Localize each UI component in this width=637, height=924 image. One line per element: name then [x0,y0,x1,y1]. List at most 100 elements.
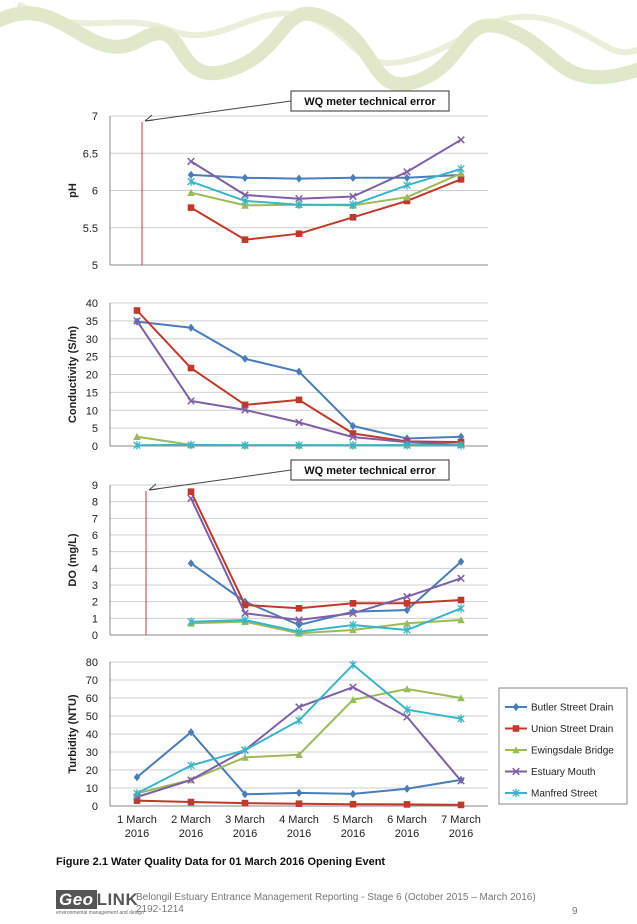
data-point [295,418,303,427]
data-point [512,746,520,754]
data-point [187,397,195,405]
data-point [187,728,195,737]
data-point [349,421,357,431]
data-point [241,615,249,625]
data-point [187,177,195,186]
data-point [512,767,520,776]
data-point [241,191,249,199]
series-line [190,178,462,241]
data-point [457,616,465,624]
data-point [295,367,303,376]
x-tick-label: 2016 [341,828,365,840]
data-point [241,753,249,761]
data-point [241,354,249,363]
x-tick-label: 7 March [441,814,481,826]
y-tick-label: 40 [86,729,98,741]
series-line [190,607,462,633]
y-tick-label: 7 [92,513,98,525]
series [133,440,465,450]
data-point [457,714,465,723]
y-tick-label: 30 [86,334,98,346]
chart-panel: 0 5 10 15 20 25 30 35 40 Conductivity (S/m) [67,298,488,453]
data-point [349,214,357,221]
y-axis-label: Conductivity (S/m) [67,326,79,424]
x-tick-label: 2016 [233,828,257,840]
annotation-text: WQ meter technical error [304,465,436,477]
y-tick-label: 5.5 [83,223,98,235]
legend-label: Union Street Drain [531,724,613,735]
y-tick-label: 10 [86,405,98,417]
y-tick-label: 2 [92,597,98,609]
y-tick-label: 3 [92,580,98,592]
data-point [295,616,303,624]
y-tick-label: 0 [92,441,98,453]
y-tick-label: 6 [92,530,98,542]
y-tick-label: 8 [92,497,98,509]
y-tick-label: 7 [92,111,98,123]
series-line [136,320,462,446]
data-point [187,559,195,568]
logo-link: LINK [96,890,139,909]
data-point [349,600,357,607]
y-tick-label: 25 [86,352,98,364]
data-point [403,168,411,176]
series-line [190,173,462,180]
x-tick-label: 2016 [179,828,203,840]
series [133,317,465,443]
data-point [187,204,195,211]
chart-panel: 0 1 2 3 4 5 6 7 8 9 DO (mg/L) WQ meter technical er… [67,459,488,642]
data-point [403,197,411,205]
data-point [457,596,465,604]
series [133,660,465,798]
data-point [295,703,303,711]
series [133,683,465,801]
data-point [295,750,303,758]
annotation-box [290,459,450,481]
data-point [241,601,249,609]
data-point [241,236,249,243]
legend: Butler Street Drain Union Street Drain Ewi… [498,687,628,805]
data-point [295,230,303,238]
data-point [295,800,303,807]
page-number: 9 [572,906,578,917]
data-point [349,789,357,799]
data-point [349,660,357,669]
data-point [241,745,249,755]
data-point [349,192,357,201]
y-tick-label: 0 [92,801,98,813]
series-line [190,619,462,635]
x-tick-label: 2016 [395,828,419,840]
data-point [187,188,195,197]
logo-geo: Geo [56,890,97,909]
data-point [457,164,465,174]
y-tick-label: 50 [86,711,98,723]
x-tick-label: 5 March [333,814,373,826]
x-tick-label: 2016 [449,828,473,840]
y-axis-label: Turbidity (NTU) [67,694,79,774]
data-point [295,440,303,450]
data-point [349,800,357,808]
legend-label: Estuary Mouth [531,767,595,778]
data-point [241,401,249,409]
y-tick-label: 5 [92,547,98,559]
data-point [403,713,411,721]
series [133,797,465,809]
data-point [133,307,141,314]
y-tick-label: 1 [92,613,98,625]
y-tick-label: 0 [92,630,98,642]
annotation-arrow [148,469,292,491]
geolink-logo: Geo LINK [56,890,138,910]
data-point [403,592,411,601]
y-tick-label: 4 [92,563,98,575]
chart-panel: 5 5.5 6 6.5 7 pH WQ meter technical error [67,90,488,272]
y-tick-label: 40 [86,298,98,310]
data-point [241,173,249,182]
x-tick-label: 2016 [125,828,149,840]
data-point [187,494,195,503]
data-point [295,620,303,630]
data-point [187,157,195,166]
chart-panel: 0 10 20 30 40 50 60 70 80 Turbidity (NTU) 1 March 2… [67,657,488,840]
data-point [457,432,465,441]
y-tick-label: 70 [86,675,98,687]
